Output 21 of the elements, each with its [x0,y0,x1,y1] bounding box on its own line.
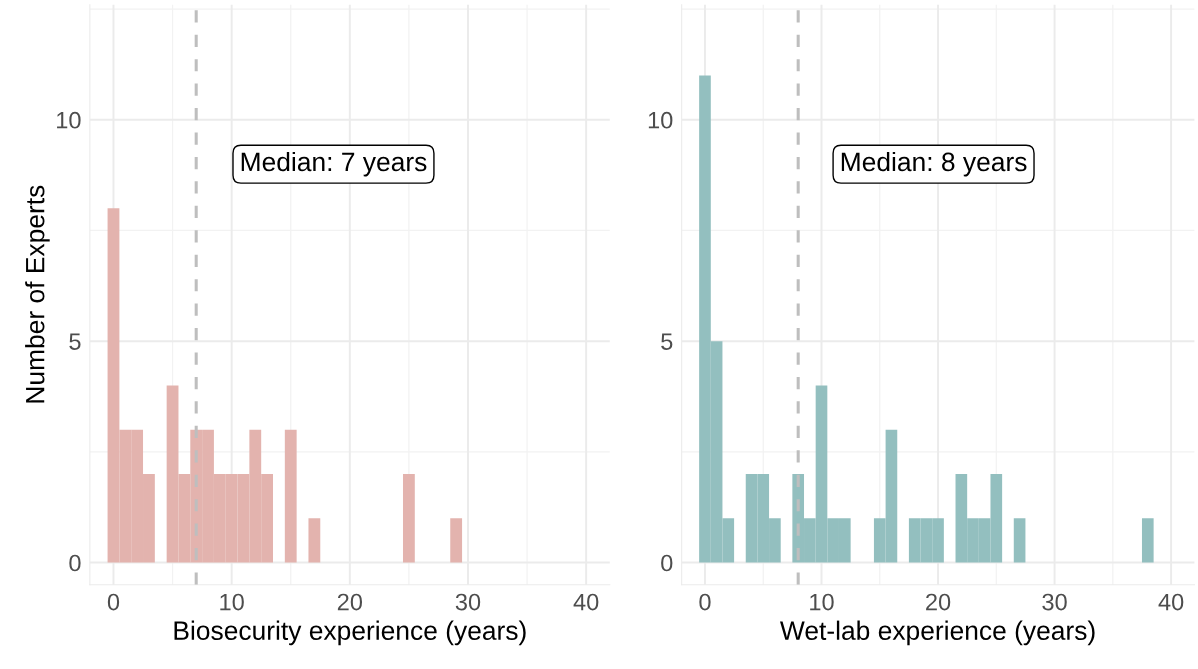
ref-line-label: Median: 8 years [841,151,1027,177]
x-tick-label: 20 [926,593,951,611]
y-tick-label: 5 [69,333,81,350]
y-tick-label: 0 [69,554,81,572]
x-tick-label: 10 [220,593,244,611]
y-tick-label: 10 [648,111,673,129]
ref-line-label: Median: 7 years [241,151,427,177]
y-tick-label: 5 [661,333,673,350]
x-tick-label: 20 [337,593,363,611]
x-axis-title: Biosecurity experience (years) [174,620,526,646]
y-tick-label: 10 [57,111,81,129]
y-tick-label: 0 [661,554,673,572]
x-tick-label: 40 [1158,593,1184,611]
y-axis-title: Number of Experts [25,185,50,403]
x-tick-label: 30 [1042,593,1067,611]
x-tick-label: 30 [455,593,481,611]
x-tick-label: 0 [107,593,120,611]
x-tick-label: 40 [573,593,599,611]
x-axis-title: Wet-lab experience (years) [780,620,1095,646]
x-tick-label: 10 [810,593,834,611]
x-tick-label: 0 [699,593,711,611]
